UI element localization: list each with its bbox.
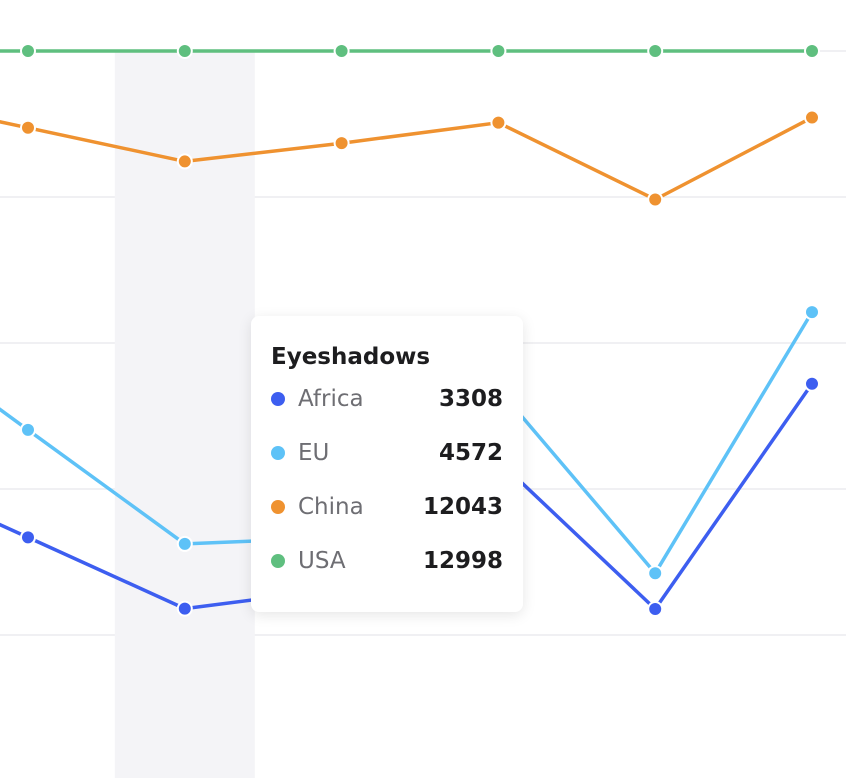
tooltip-series-name: Africa	[298, 386, 364, 412]
tooltip-title: Eyeshadows	[271, 344, 431, 370]
data-point-eu[interactable]	[804, 304, 820, 321]
tooltip-series-value: 12043	[422, 494, 503, 520]
chart-tooltip: Eyeshadows Africa 3308 EU 4572 China 120…	[251, 316, 523, 612]
tooltip-series-value: 4572	[438, 440, 503, 466]
tooltip-row-china: China 12043	[271, 480, 503, 534]
tooltip-series-name: China	[298, 494, 364, 520]
tooltip-row-usa: USA 12998	[271, 534, 503, 588]
data-point-eu[interactable]	[176, 535, 193, 552]
data-point-usa[interactable]	[176, 43, 193, 59]
data-point-usa[interactable]	[647, 43, 664, 59]
usa-legend-dot-icon	[271, 554, 285, 568]
data-point-china[interactable]	[490, 114, 507, 131]
tooltip-row-africa: Africa 3308	[271, 372, 503, 426]
africa-legend-dot-icon	[271, 392, 285, 406]
data-point-china[interactable]	[647, 191, 664, 208]
data-point-eu[interactable]	[647, 565, 664, 582]
data-point-usa[interactable]	[490, 43, 507, 59]
tooltip-series-name: USA	[298, 548, 346, 574]
eu-legend-dot-icon	[271, 446, 285, 460]
china-legend-dot-icon	[271, 500, 285, 514]
data-point-usa[interactable]	[333, 43, 350, 59]
tooltip-series-value: 12998	[422, 548, 503, 574]
data-point-eu[interactable]	[20, 421, 36, 438]
data-point-africa[interactable]	[20, 529, 36, 546]
data-point-africa[interactable]	[176, 600, 193, 617]
tooltip-row-eu: EU 4572	[271, 426, 503, 480]
tooltip-series-value: 3308	[438, 386, 503, 412]
data-point-china[interactable]	[20, 119, 36, 136]
data-point-china[interactable]	[804, 109, 820, 126]
data-point-usa[interactable]	[20, 43, 36, 59]
data-point-africa[interactable]	[804, 375, 820, 392]
data-point-china[interactable]	[176, 153, 193, 170]
tooltip-series-name: EU	[298, 440, 330, 466]
data-point-china[interactable]	[333, 135, 350, 152]
data-point-usa[interactable]	[804, 43, 820, 59]
hover-highlight-band	[114, 51, 255, 778]
data-point-africa[interactable]	[647, 601, 664, 618]
